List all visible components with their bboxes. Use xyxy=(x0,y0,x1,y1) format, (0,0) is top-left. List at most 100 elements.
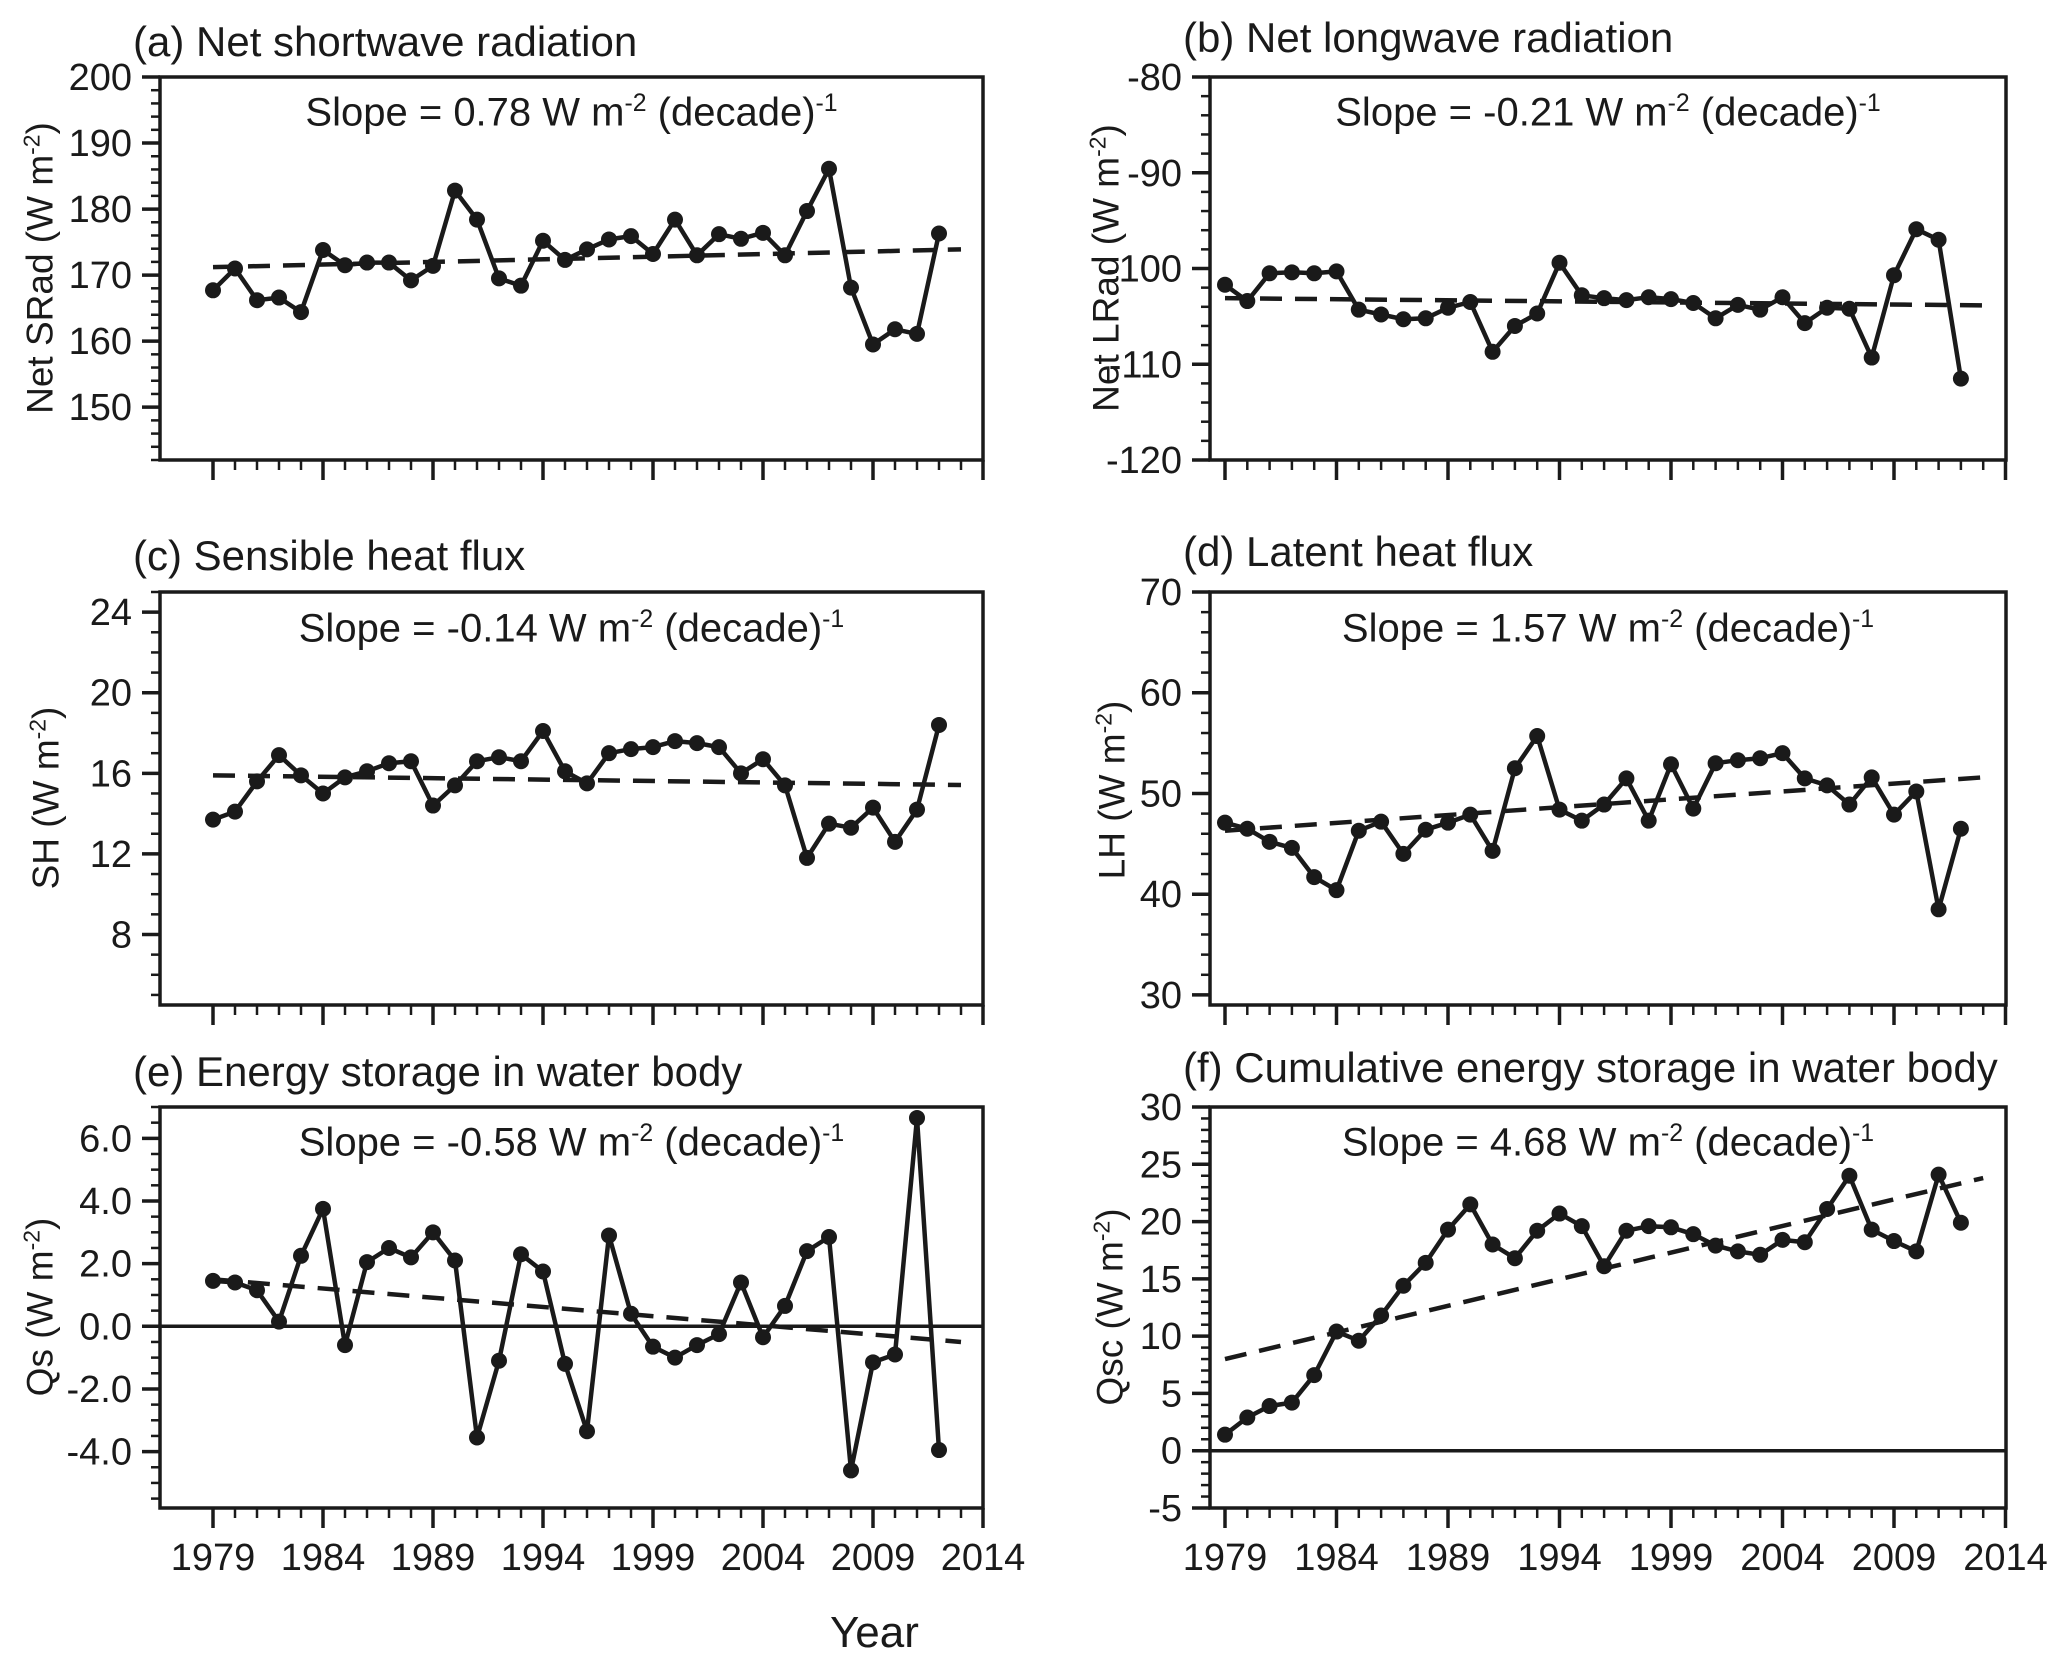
data-point xyxy=(1484,1236,1501,1253)
data-point xyxy=(1217,814,1233,831)
data-point xyxy=(1417,821,1434,838)
y-tick-label: -100 xyxy=(1106,249,1182,291)
data-point xyxy=(1640,289,1657,306)
data-point xyxy=(337,1337,353,1354)
data-point xyxy=(1796,1234,1813,1251)
data-point xyxy=(1462,1196,1479,1213)
y-tick-label: 5 xyxy=(1161,1373,1182,1415)
data-point xyxy=(821,160,837,177)
data-point xyxy=(1596,1258,1613,1275)
data-point xyxy=(1707,755,1724,772)
panel-c-title: (c) Sensible heat flux xyxy=(133,532,526,579)
data-point xyxy=(1863,349,1880,366)
data-point xyxy=(1886,806,1902,823)
y-tick-label: 60 xyxy=(1140,673,1182,715)
data-point xyxy=(689,735,705,752)
data-point xyxy=(1350,1332,1367,1349)
y-tick-label: 160 xyxy=(69,321,132,363)
data-point xyxy=(1886,1233,1902,1250)
data-point xyxy=(1440,814,1456,831)
panel-f-frame xyxy=(1208,1105,2008,1510)
x-tick-label: 2014 xyxy=(1963,1537,2048,1579)
data-point xyxy=(293,767,309,784)
data-point xyxy=(1551,254,1568,271)
data-point xyxy=(1484,842,1501,859)
y-tick-label: -5 xyxy=(1148,1488,1182,1530)
x-tick-label: 1989 xyxy=(1406,1537,1491,1579)
data-point xyxy=(1640,812,1657,829)
panel-e-slope-annotation: Slope = -0.58 W m-2 (decade)-1 xyxy=(298,1120,845,1165)
data-point xyxy=(1328,263,1345,280)
data-point xyxy=(1952,820,1969,837)
data-point xyxy=(865,336,881,353)
data-point xyxy=(1685,800,1702,817)
data-point xyxy=(447,777,463,794)
data-point xyxy=(1707,310,1724,327)
data-point xyxy=(799,203,815,220)
data-point xyxy=(1529,728,1546,745)
data-point xyxy=(777,247,793,264)
data-point xyxy=(1774,745,1791,762)
data-point xyxy=(1618,770,1635,787)
data-point xyxy=(271,747,287,764)
y-tick-label: 50 xyxy=(1140,773,1182,815)
data-point xyxy=(579,775,595,792)
data-point xyxy=(843,1462,859,1479)
data-point xyxy=(909,1109,925,1126)
y-tick-label: 0.0 xyxy=(79,1306,132,1348)
data-point xyxy=(557,251,573,268)
data-point xyxy=(667,733,683,750)
data-point xyxy=(799,1243,815,1260)
data-point xyxy=(1819,777,1836,794)
data-point xyxy=(1283,1394,1300,1411)
y-tick-label: 16 xyxy=(90,753,132,795)
data-point xyxy=(1529,1222,1546,1239)
panel-b-title: (b) Net longwave radiation xyxy=(1183,14,1674,61)
data-line xyxy=(211,166,942,347)
data-point xyxy=(645,1338,661,1355)
data-point xyxy=(1395,1277,1412,1294)
y-tick-label: 30 xyxy=(1140,975,1182,1017)
data-point xyxy=(865,799,881,816)
y-tick-label: 20 xyxy=(1140,1202,1182,1244)
data-point xyxy=(1417,310,1434,327)
y-tick-label: 0 xyxy=(1161,1431,1182,1473)
data-point xyxy=(1462,294,1479,311)
data-point xyxy=(1529,305,1546,322)
panel-c-plot: 8 12 16 20 24 xyxy=(90,590,985,1025)
data-point xyxy=(1261,1398,1278,1415)
data-line xyxy=(1223,226,1964,379)
data-point xyxy=(1440,1221,1456,1238)
data-point xyxy=(1841,796,1858,813)
data-point xyxy=(337,257,353,274)
data-point xyxy=(689,247,705,264)
data-point xyxy=(601,745,617,762)
data-point xyxy=(557,763,573,780)
data-point xyxy=(469,1429,485,1446)
data-point xyxy=(601,1227,617,1244)
x-tick-label: 2004 xyxy=(721,1537,806,1579)
data-point xyxy=(535,1263,551,1280)
data-point xyxy=(645,739,661,756)
y-tick-label: 12 xyxy=(90,834,132,876)
data-point xyxy=(315,1200,331,1217)
data-point xyxy=(755,224,771,241)
data-point xyxy=(1506,760,1523,777)
y-tick-label: -110 xyxy=(1109,344,1182,386)
data-point xyxy=(645,245,661,262)
data-point xyxy=(535,232,551,249)
data-point xyxy=(491,1352,507,1369)
data-point xyxy=(315,242,331,259)
data-point xyxy=(909,801,925,818)
x-tick-label: 1979 xyxy=(171,1537,256,1579)
panel-a-plot: 150 160 170 180 190 200 xyxy=(69,57,985,480)
data-point xyxy=(359,254,375,271)
data-point xyxy=(667,1349,683,1366)
data-point xyxy=(1328,882,1345,899)
y-tick-label: -2.0 xyxy=(67,1369,132,1411)
data-point xyxy=(1930,1166,1947,1183)
data-point xyxy=(1930,901,1947,918)
panel-b-y-axis-label: Net LRad (W m-2) xyxy=(1084,124,1127,412)
data-point xyxy=(733,230,749,247)
data-point xyxy=(711,739,727,756)
